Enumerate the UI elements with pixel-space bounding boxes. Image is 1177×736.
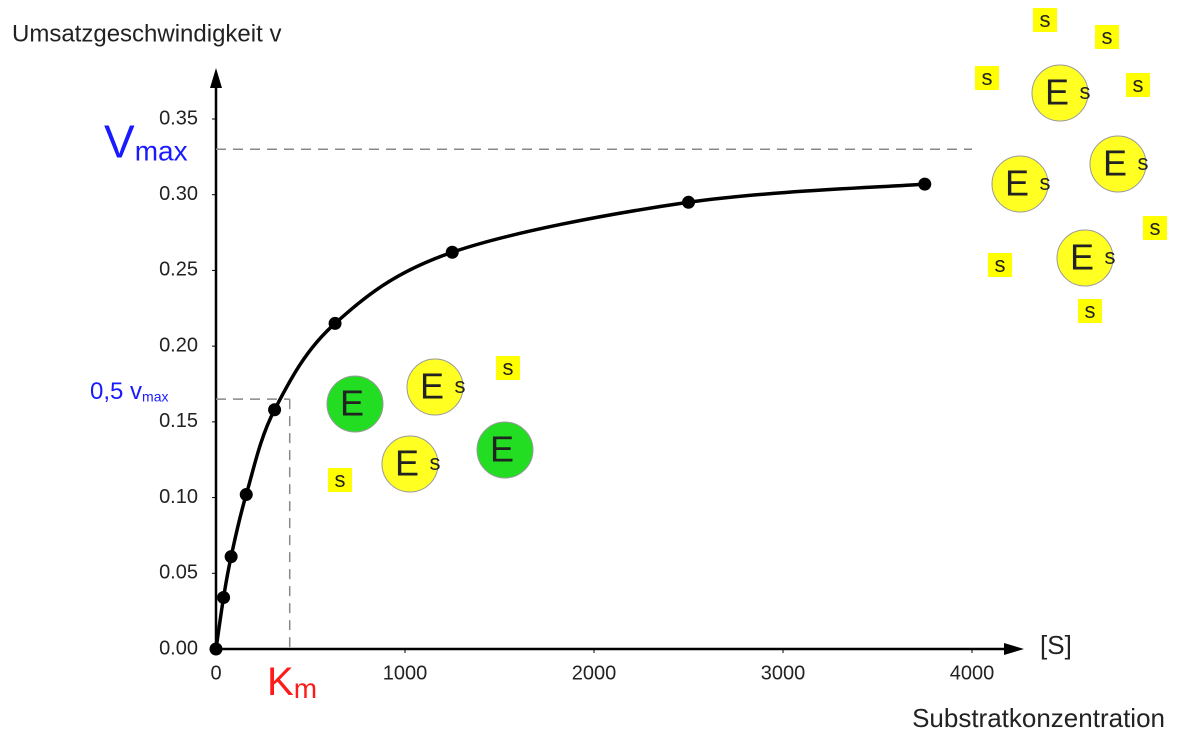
substrate-label: s	[1133, 72, 1144, 97]
bound-substrate-label: s	[1080, 79, 1091, 104]
data-point	[268, 403, 281, 416]
data-point	[918, 178, 931, 191]
y-tick-label: 0.35	[159, 107, 198, 129]
data-point	[240, 488, 253, 501]
enzyme-label: E	[1070, 237, 1094, 278]
enzyme-label: E	[395, 443, 419, 484]
enzyme-label: E	[420, 366, 444, 407]
data-point	[446, 246, 459, 259]
data-point	[329, 317, 342, 330]
km-label-sub: m	[294, 674, 317, 705]
x-axis-symbol: [S]	[1040, 630, 1072, 660]
curve	[216, 184, 925, 649]
data-point	[217, 591, 230, 604]
bound-substrate-label: s	[1105, 244, 1116, 269]
half-vmax-label: 0,5 vmax	[90, 378, 168, 405]
enzyme-label: E	[490, 429, 514, 470]
y-tick-label: 0.15	[159, 410, 198, 432]
bound-substrate-label: s	[1040, 170, 1051, 195]
x-axis-title: Substratkonzentration	[912, 703, 1165, 733]
km-label-main: K	[267, 660, 294, 704]
vmax-label-main: V	[104, 115, 135, 167]
enzyme-label: E	[1103, 143, 1127, 184]
enzyme-label: E	[1005, 163, 1029, 204]
substrate-label: s	[982, 65, 993, 90]
chart: Umsatzgeschwindigkeit v [S] Substratkonz…	[0, 0, 1177, 736]
y-axis-title: Umsatzgeschwindigkeit v	[12, 20, 281, 47]
bound-substrate-label: s	[430, 450, 441, 475]
enzyme-label: E	[1045, 72, 1069, 113]
substrate-label: s	[995, 252, 1006, 277]
y-tick-label: 0.00	[159, 637, 198, 659]
data-point	[682, 196, 695, 209]
x-tick-label: 3000	[761, 662, 806, 684]
y-tick-label: 0.25	[159, 259, 198, 281]
x-axis-arrow	[1004, 643, 1024, 655]
half-vmax-label-sub: max	[142, 388, 168, 404]
km-label: Km	[267, 660, 317, 705]
substrate-label: s	[1040, 7, 1051, 32]
vmax-label-sub: max	[135, 136, 188, 167]
x-tick-label: 2000	[572, 662, 617, 684]
bound-substrate-label: s	[1138, 150, 1149, 175]
y-tick-label: 0.10	[159, 486, 198, 508]
y-tick-label: 0.30	[159, 183, 198, 205]
substrate-label: s	[1102, 24, 1113, 49]
substrate-label: s	[1150, 215, 1161, 240]
y-axis-arrow	[210, 68, 222, 88]
y-tick-label: 0.05	[159, 562, 198, 584]
bound-substrate-label: s	[455, 373, 466, 398]
substrate-label: s	[503, 355, 514, 380]
x-tick-label: 1000	[383, 662, 428, 684]
substrate-label: s	[335, 467, 346, 492]
half-vmax-label-main: 0,5 v	[90, 378, 142, 405]
substrate-label: s	[1085, 298, 1096, 323]
y-tick-label: 0.20	[159, 334, 198, 356]
data-point	[210, 643, 223, 656]
x-tick-label: 0	[210, 662, 221, 684]
enzyme-label: E	[340, 383, 364, 424]
x-tick-label: 4000	[950, 662, 995, 684]
data-point	[225, 550, 238, 563]
